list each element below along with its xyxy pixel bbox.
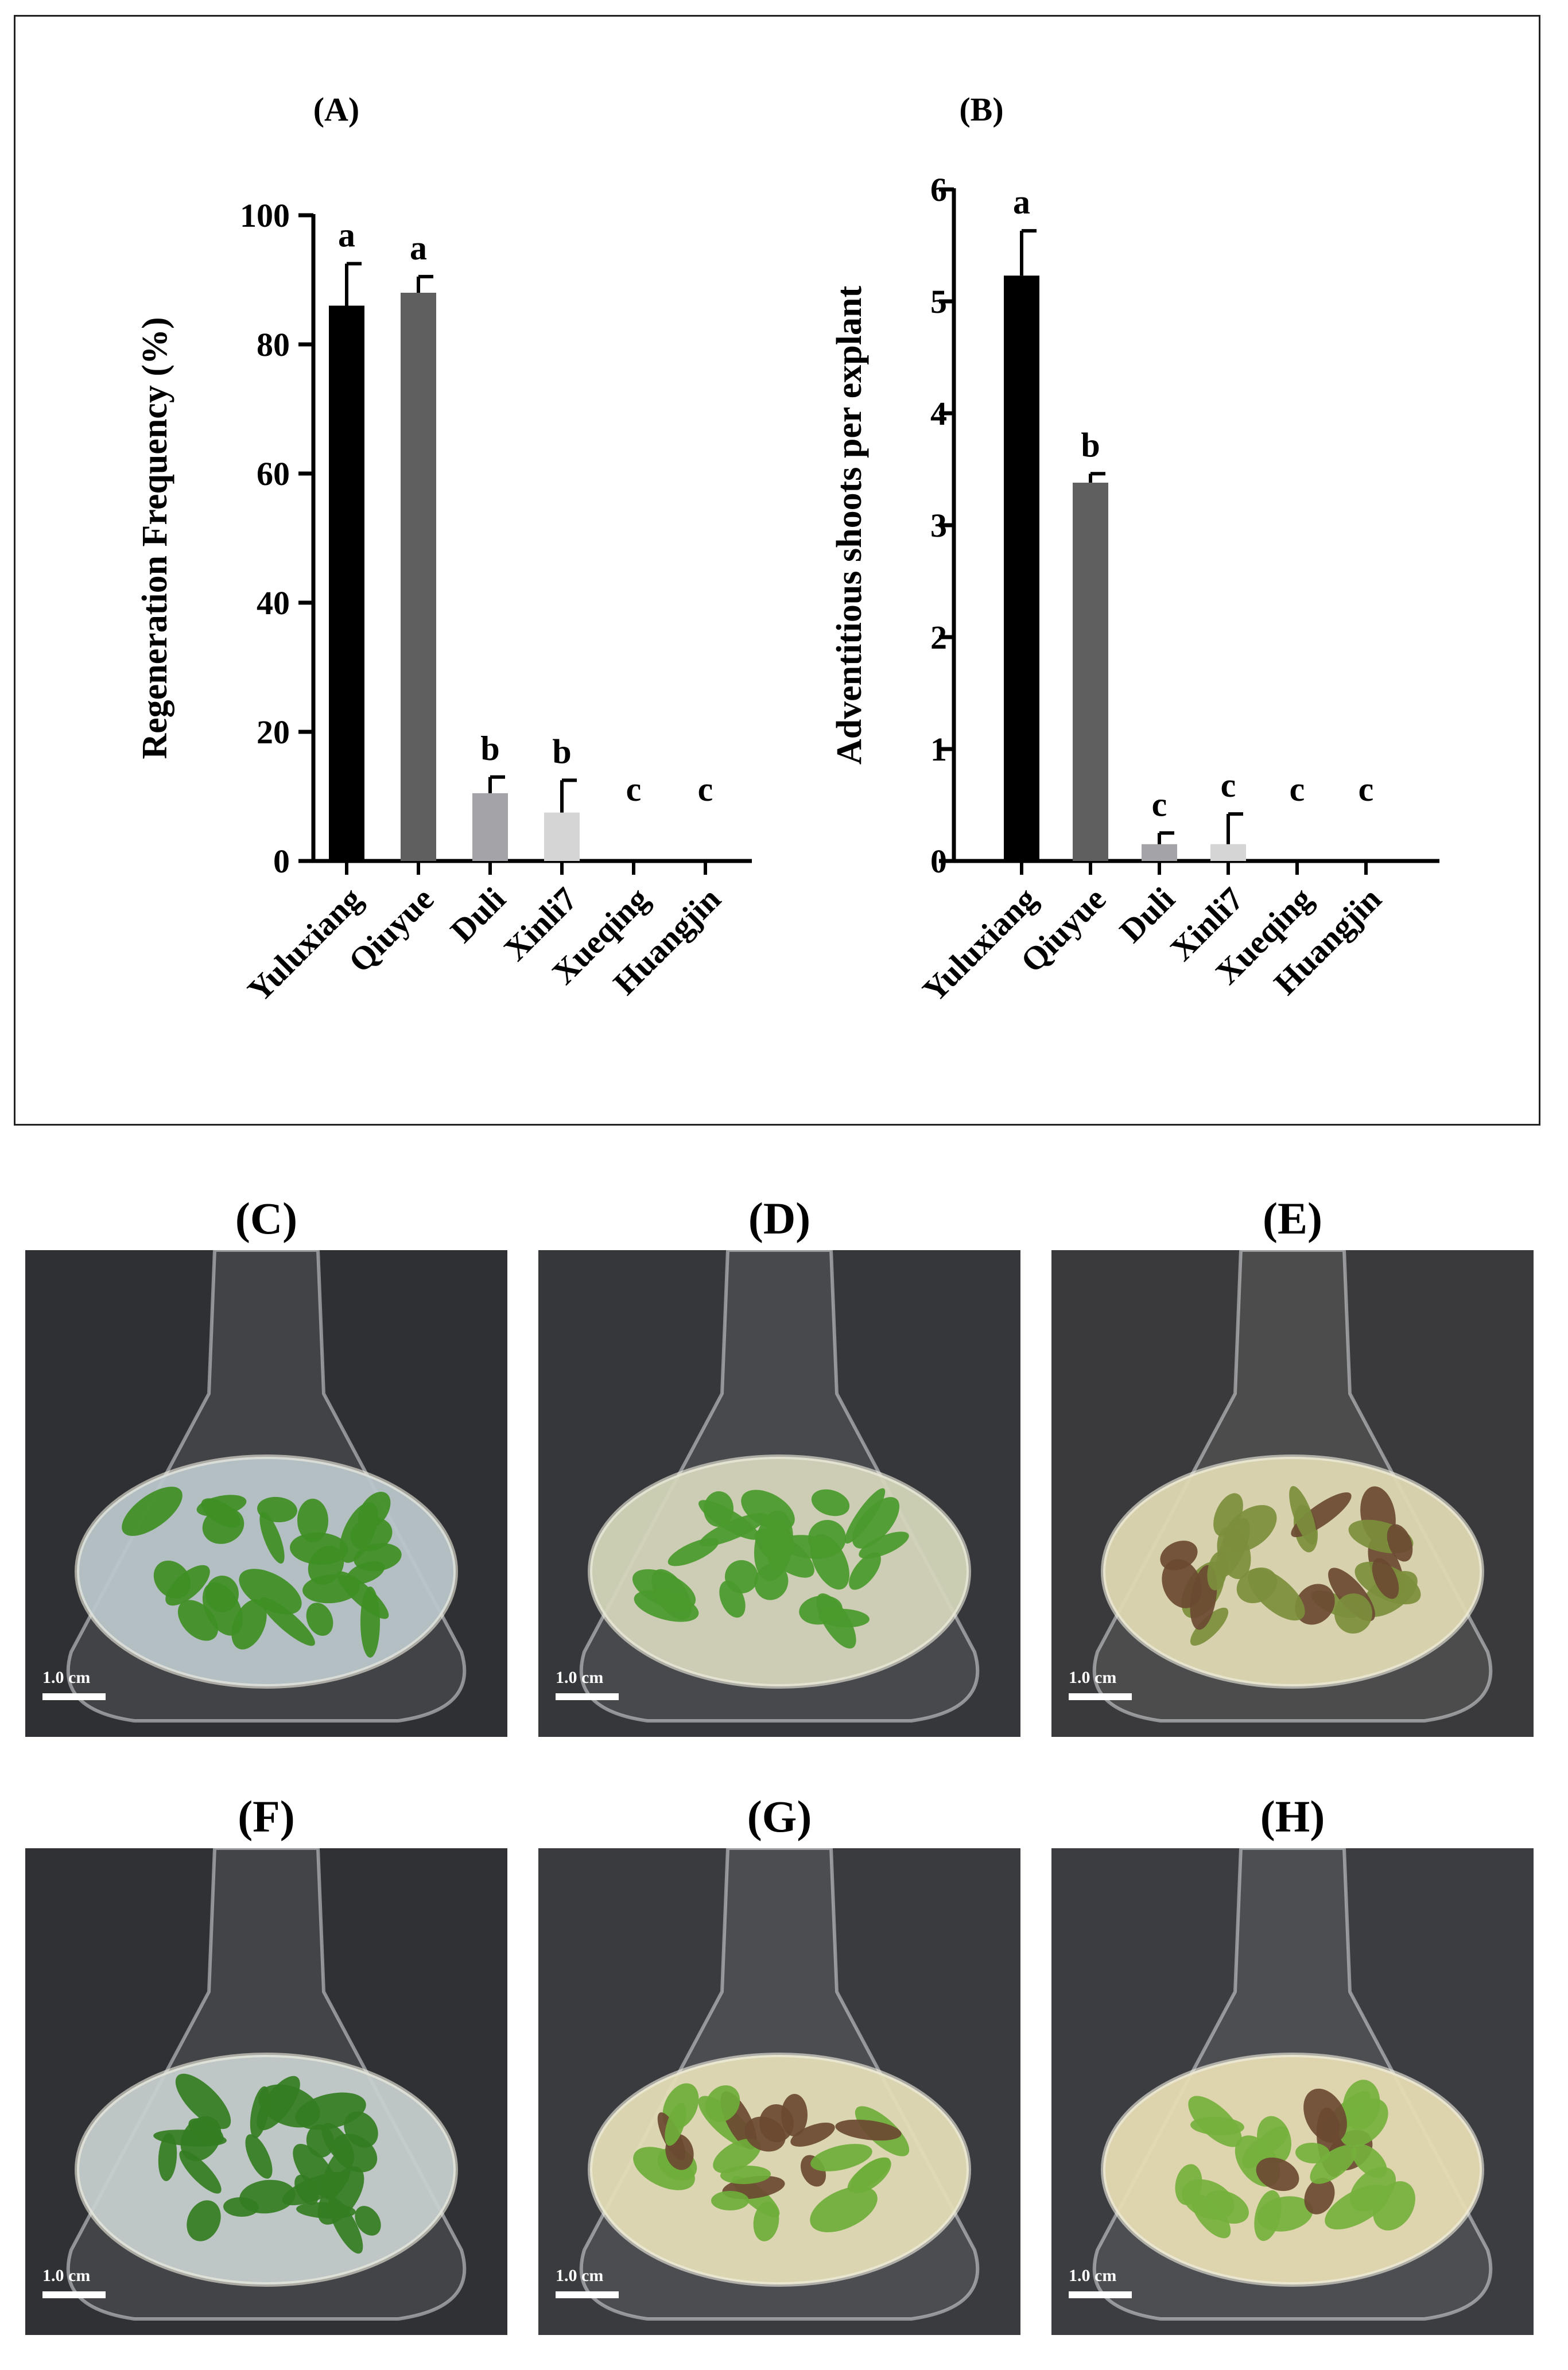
scale-bar: 1.0 cm (42, 1668, 111, 1714)
culture-flask-photo: 1.0 cm (25, 1250, 507, 1737)
chart-a-y-tick-label: 100 (240, 197, 290, 234)
chart-a-bar-duli (472, 793, 508, 861)
scale-bar: 1.0 cm (42, 2266, 111, 2312)
photo-panel-label: (E) (1263, 1193, 1322, 1243)
photo-panel-label: (C) (235, 1193, 298, 1243)
photo-panel-label: (D) (748, 1193, 811, 1243)
flask-illustration (538, 1848, 1020, 2335)
chart-b-y-tick-label: 3 (930, 507, 947, 544)
chart-a-significance-letter: a (338, 216, 355, 254)
chart-a-bar-qiuyue (401, 293, 436, 861)
scale-bar-line (556, 2291, 619, 2298)
flask-illustration (538, 1250, 1020, 1737)
photo-panel-label: (G) (747, 1791, 812, 1841)
chart-a-significance-letter: b (552, 732, 571, 770)
chart-b-bar-xinli7 (1210, 844, 1246, 861)
chart-b-y-tick-label: 1 (930, 731, 947, 768)
chart-b-significance-letter: c (1152, 785, 1167, 823)
chart-a-y-tick-label: 60 (257, 455, 290, 492)
scale-bar: 1.0 cm (556, 1668, 624, 1714)
scale-bar-label: 1.0 cm (1069, 1668, 1117, 1687)
chart-a-y-tick-label: 0 (273, 843, 290, 880)
chart-a-bar-xinli7 (544, 812, 580, 861)
chart-a-significance-letter: b (480, 730, 499, 767)
chart-b-y-tick-label: 5 (930, 283, 947, 320)
scale-bar-label: 1.0 cm (42, 1668, 91, 1687)
scale-bar-label: 1.0 cm (42, 2266, 91, 2285)
chart-a-y-tick-label: 20 (257, 713, 290, 751)
culture-flask-photo: 1.0 cm (25, 1848, 507, 2335)
chart-b-significance-letter: c (1221, 766, 1236, 804)
scale-bar-label: 1.0 cm (556, 2266, 604, 2285)
chart-a-panel-label: (A) (313, 91, 360, 128)
culture-flask-photo: 1.0 cm (1051, 1848, 1534, 2335)
chart-b-panel-label: (B) (959, 91, 1003, 128)
scale-bar-label: 1.0 cm (1069, 2266, 1117, 2285)
chart-a-y-tick-label: 40 (257, 584, 290, 622)
flask-illustration (25, 1250, 507, 1737)
chart-b-significance-letter: c (1290, 770, 1305, 808)
scale-bar-label: 1.0 cm (556, 1668, 604, 1687)
scale-bar-line (42, 1693, 106, 1700)
scale-bar: 1.0 cm (1069, 1668, 1138, 1714)
photo-panel-label: (H) (1260, 1791, 1325, 1841)
chart-a-significance-letter: a (410, 229, 427, 267)
culture-flask-photo: 1.0 cm (1051, 1250, 1534, 1737)
culture-flask-photo: 1.0 cm (538, 1250, 1020, 1737)
chart-b-y-tick-label: 0 (930, 843, 947, 880)
scale-bar-line (1069, 1693, 1132, 1700)
culture-flask-photo: 1.0 cm (538, 1848, 1020, 2335)
flask-illustration (1051, 1250, 1534, 1737)
chart-b-y-tick-label: 4 (930, 395, 947, 432)
charts-canvas: (A)Regeneration Frequency (%)02040608010… (135, 91, 1439, 1009)
chart-frame (14, 15, 1540, 1126)
chart-b-y-tick-label: 2 (930, 619, 947, 656)
flask-illustration (1051, 1848, 1534, 2335)
photo-panel-label: (F) (238, 1791, 295, 1841)
chart-a-bar-yuluxiang (329, 305, 364, 861)
chart-a-significance-letter: c (626, 770, 642, 808)
chart-b-significance-letter: a (1013, 183, 1030, 221)
chart-b-bar-duli (1142, 844, 1177, 861)
scale-bar-line (1069, 2291, 1132, 2298)
chart-a-y-tick-label: 80 (257, 326, 290, 363)
chart-b-significance-letter: b (1081, 426, 1100, 464)
chart-a-y-axis-title: Regeneration Frequency (%) (135, 317, 174, 759)
chart-b-significance-letter: c (1359, 770, 1374, 808)
chart-b-y-tick-label: 6 (930, 171, 947, 208)
flask-illustration (25, 1848, 507, 2335)
chart-a-significance-letter: c (698, 770, 713, 808)
chart-b-bar-qiuyue (1073, 482, 1108, 861)
chart-b-y-axis-title: Adventitious shoots per explant (830, 286, 869, 765)
scale-bar-line (556, 1693, 619, 1700)
chart-b-bar-yuluxiang (1004, 276, 1039, 861)
scale-bar: 1.0 cm (1069, 2266, 1138, 2312)
scale-bar: 1.0 cm (556, 2266, 624, 2312)
scale-bar-line (42, 2291, 106, 2298)
